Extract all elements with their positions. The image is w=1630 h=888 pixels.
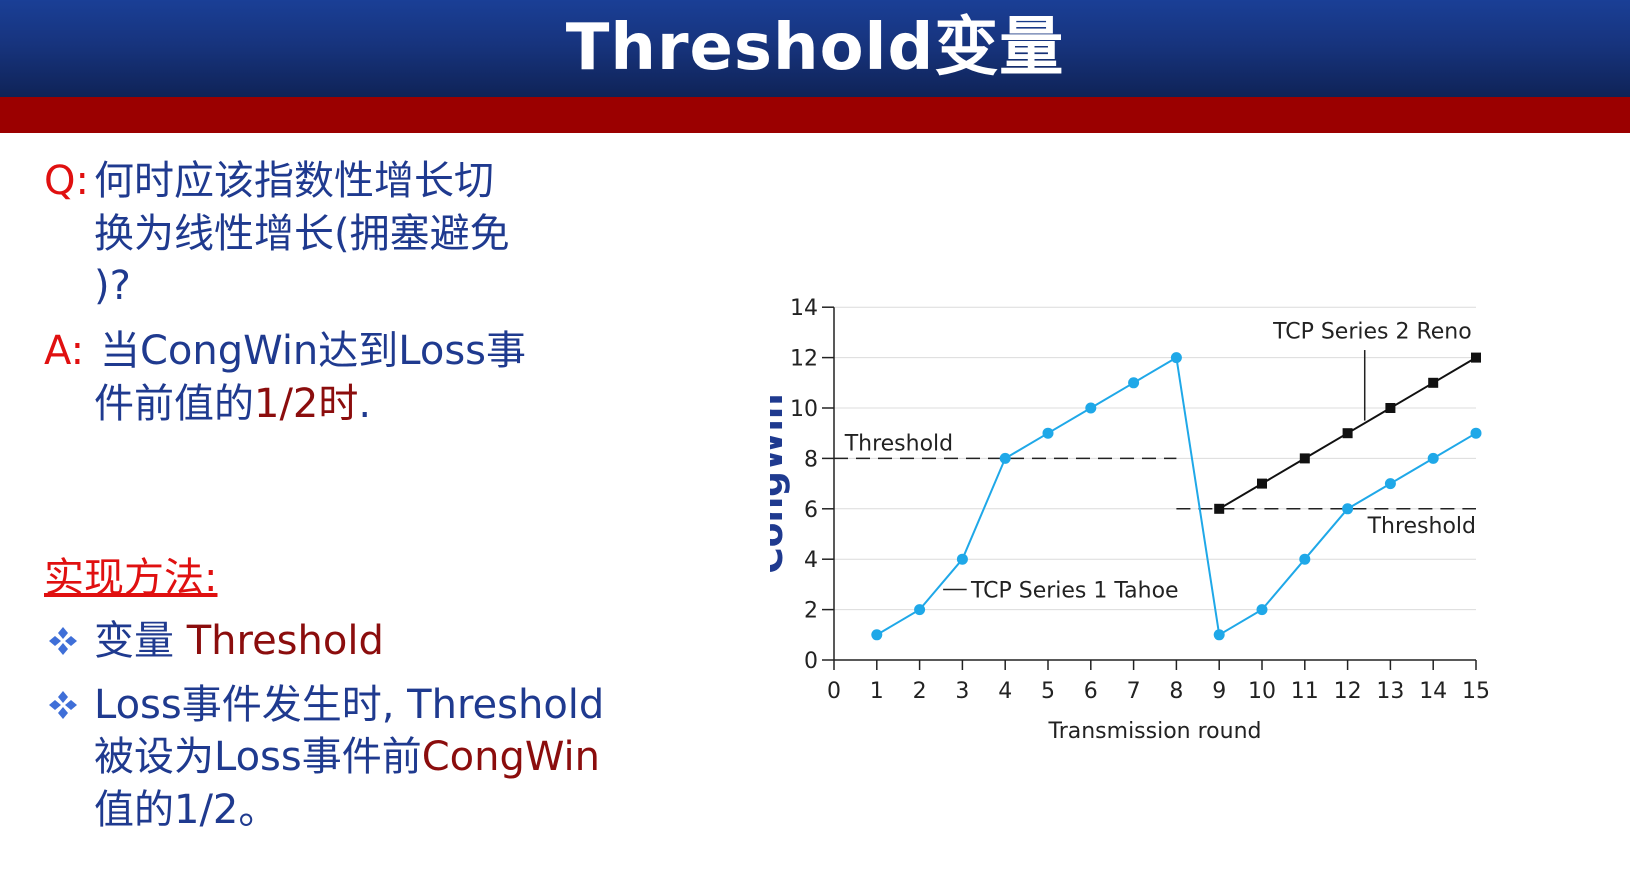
threshold-label: Threshold [844,431,953,456]
bullet-2-line-2: 被设为Loss事件前CongWin [94,731,600,783]
data-point [1342,503,1354,515]
x-tick-label: 5 [1041,679,1055,704]
q-line-1: 何时应该指数性增长切 [94,158,494,204]
y-tick-label: 6 [804,498,818,523]
data-point [1257,478,1267,489]
data-point [1299,453,1310,464]
bullet-2-line-2-text: 被设为Loss事件前 [94,734,422,780]
x-tick-label: 14 [1419,679,1447,704]
data-point [956,553,968,565]
x-tick-label: 11 [1291,679,1319,704]
a-line-1: 当CongWin达到Loss事 [100,328,527,374]
data-point [1042,427,1054,439]
bullet-2-line-3: 值的1/2。 [94,787,279,833]
x-tick-label: 1 [870,679,884,704]
data-point [1170,352,1182,364]
data-point [1214,503,1225,514]
y-tick-label: 2 [804,599,818,624]
x-tick-label: 3 [955,679,969,704]
title-bar [0,0,1630,97]
y-tick-label: 10 [790,397,818,422]
y-tick-label: 14 [790,296,818,321]
data-point [1428,377,1439,388]
four-diamond-bullet-icon [49,627,77,655]
x-tick-label: 7 [1127,679,1141,704]
x-tick-label: 6 [1084,679,1098,704]
x-tick-label: 12 [1334,679,1362,704]
data-point [1427,452,1439,464]
title-accent-band [0,97,1630,133]
threshold-label: Threshold [1367,514,1476,539]
four-diamond-bullet-icon [49,691,77,719]
data-point [1128,377,1140,389]
bullet-1-text: 变量 [94,618,174,664]
data-point [1471,352,1481,363]
q-line-3: )? [94,263,131,309]
a-label: A: [44,328,85,374]
bullet-2-line-2-highlight: CongWin [421,734,601,780]
x-tick-label: 10 [1248,679,1276,704]
series-label: TCP Series 1 Tahoe [970,578,1179,603]
data-point [1213,629,1225,641]
x-tick-label: 2 [913,679,927,704]
data-point [1342,428,1353,439]
x-axis-label: Transmission round [1048,719,1262,744]
y-tick-label: 0 [804,649,818,674]
data-point [1385,403,1396,413]
a-line-2-period: . [358,381,372,427]
q-label: Q: [44,158,89,204]
a-line-2-highlight: 1/2时 [254,381,359,427]
a-line-2-text: 件前值的 [94,381,254,427]
bullet-1-highlight: Threshold [186,618,384,664]
x-tick-label: 8 [1169,679,1183,704]
y-tick-label: 12 [790,347,818,372]
slide-title: Threshold变量 [565,11,1065,85]
a-line-2: 件前值的1/2时. [94,378,371,430]
method-heading: 实现方法: [44,555,218,601]
x-tick-label: 9 [1212,679,1226,704]
y-tick-label: 4 [804,548,818,573]
y-tick-label: 8 [804,447,818,472]
series-label: TCP Series 2 Reno [1272,319,1472,344]
data-point [1470,427,1482,439]
data-point [1256,604,1268,616]
data-point [1299,553,1311,565]
x-tick-label: 0 [827,679,841,704]
y-axis-label: CongWin [770,393,791,573]
data-point [1384,478,1396,490]
x-tick-label: 15 [1462,679,1490,704]
data-point [871,629,883,641]
bullet-1: 变量 Threshold [94,615,384,667]
q-line-2: 换为线性增长(拥塞避免 [94,211,510,257]
data-point [999,452,1011,464]
bullet-2-line-1: Loss事件发生时, Threshold [94,682,605,728]
x-tick-label: 4 [998,679,1012,704]
data-point [914,604,926,616]
data-point [1085,402,1097,414]
x-tick-label: 13 [1376,679,1404,704]
